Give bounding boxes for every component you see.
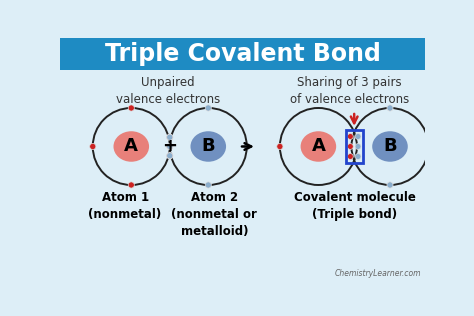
Circle shape xyxy=(355,134,361,139)
Circle shape xyxy=(167,134,173,140)
Circle shape xyxy=(128,105,134,111)
Circle shape xyxy=(347,134,353,139)
Circle shape xyxy=(167,143,173,149)
Text: A: A xyxy=(124,137,138,155)
Text: A: A xyxy=(311,137,325,155)
Text: Triple Covalent Bond: Triple Covalent Bond xyxy=(105,42,381,66)
Ellipse shape xyxy=(301,131,336,162)
Text: Sharing of 3 pairs
of valence electrons: Sharing of 3 pairs of valence electrons xyxy=(290,76,409,106)
Ellipse shape xyxy=(191,131,226,162)
Text: +: + xyxy=(162,137,177,155)
Circle shape xyxy=(167,134,173,140)
Text: Atom 2
(nonmetal or
metalloid): Atom 2 (nonmetal or metalloid) xyxy=(172,191,257,238)
Circle shape xyxy=(205,105,211,111)
Text: B: B xyxy=(201,137,215,155)
Circle shape xyxy=(425,143,431,149)
Text: Unpaired
valence electrons: Unpaired valence electrons xyxy=(116,76,220,106)
Circle shape xyxy=(355,143,361,149)
Bar xyxy=(61,38,425,70)
Circle shape xyxy=(355,154,361,160)
Circle shape xyxy=(387,105,393,111)
Circle shape xyxy=(244,143,250,149)
Text: ChemistryLearner.com: ChemistryLearner.com xyxy=(334,269,421,278)
Text: Covalent molecule
(Triple bond): Covalent molecule (Triple bond) xyxy=(293,191,416,221)
Circle shape xyxy=(347,143,353,149)
Circle shape xyxy=(167,143,173,149)
Ellipse shape xyxy=(113,131,149,162)
Circle shape xyxy=(205,182,211,188)
Circle shape xyxy=(347,154,353,160)
Circle shape xyxy=(387,182,393,188)
Text: B: B xyxy=(383,137,397,155)
Text: Atom 1
(nonmetal): Atom 1 (nonmetal) xyxy=(89,191,162,221)
Ellipse shape xyxy=(372,131,408,162)
Circle shape xyxy=(167,153,173,159)
Circle shape xyxy=(90,143,96,149)
Circle shape xyxy=(277,143,283,149)
Circle shape xyxy=(167,153,173,159)
Circle shape xyxy=(128,182,134,188)
